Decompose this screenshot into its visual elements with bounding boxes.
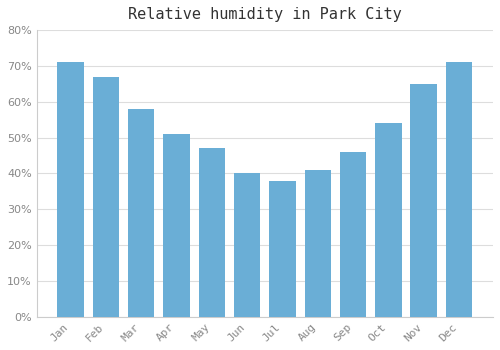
Bar — [198, 148, 225, 317]
Bar — [128, 109, 154, 317]
Bar — [234, 174, 260, 317]
Bar — [92, 77, 119, 317]
Bar — [410, 84, 437, 317]
Bar — [269, 181, 295, 317]
Bar — [304, 170, 331, 317]
Bar — [164, 134, 190, 317]
Bar — [375, 123, 402, 317]
Title: Relative humidity in Park City: Relative humidity in Park City — [128, 7, 402, 22]
Bar — [446, 62, 472, 317]
Bar — [340, 152, 366, 317]
Bar — [58, 62, 84, 317]
